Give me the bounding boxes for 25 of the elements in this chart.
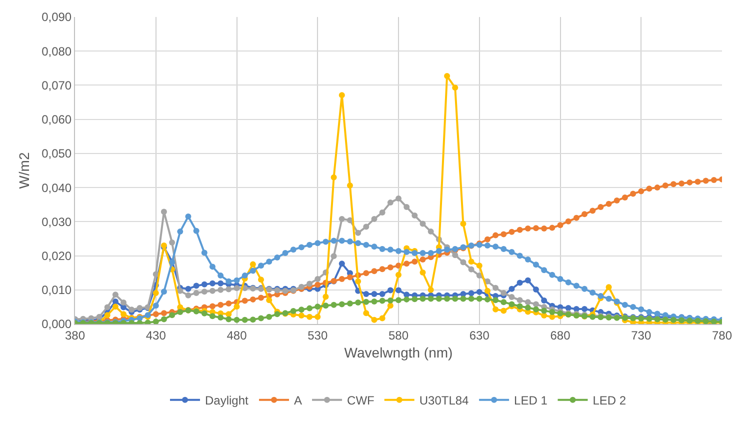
y-tick-label: 0,070	[42, 78, 72, 92]
x-tick-label: 580	[388, 328, 409, 342]
y-tick-label: 0,030	[42, 214, 72, 229]
y-axis-title: W/m2	[16, 152, 32, 189]
x-tick-label: 430	[146, 328, 166, 342]
x-tick-label: 630	[469, 328, 490, 342]
x-tick-label: 480	[226, 328, 248, 342]
legend-label: LED 2	[592, 394, 626, 408]
legend-label: Daylight	[205, 394, 250, 408]
x-tick-label: 730	[631, 328, 652, 342]
x-tick-label: 680	[550, 328, 571, 342]
y-tick-label: 0,090	[42, 10, 72, 24]
y-tick-label: 0,060	[42, 112, 72, 127]
legend-label: CWF	[347, 394, 374, 408]
x-axis-title: Wavelwngth (nm)	[344, 344, 453, 361]
y-tick-label: 0,050	[42, 146, 72, 161]
legend-label: A	[294, 394, 302, 408]
y-tick-label: 0,040	[42, 180, 72, 195]
x-tick-label: 530	[308, 328, 328, 342]
legend-label: LED 1	[514, 394, 548, 408]
y-tick-label: 0,080	[42, 44, 72, 58]
y-tick-label: 0,020	[42, 248, 72, 263]
legend-label: U30TL84	[419, 394, 470, 408]
y-tick-label: 0,010	[42, 283, 72, 298]
x-tick-label: 780	[712, 328, 732, 342]
